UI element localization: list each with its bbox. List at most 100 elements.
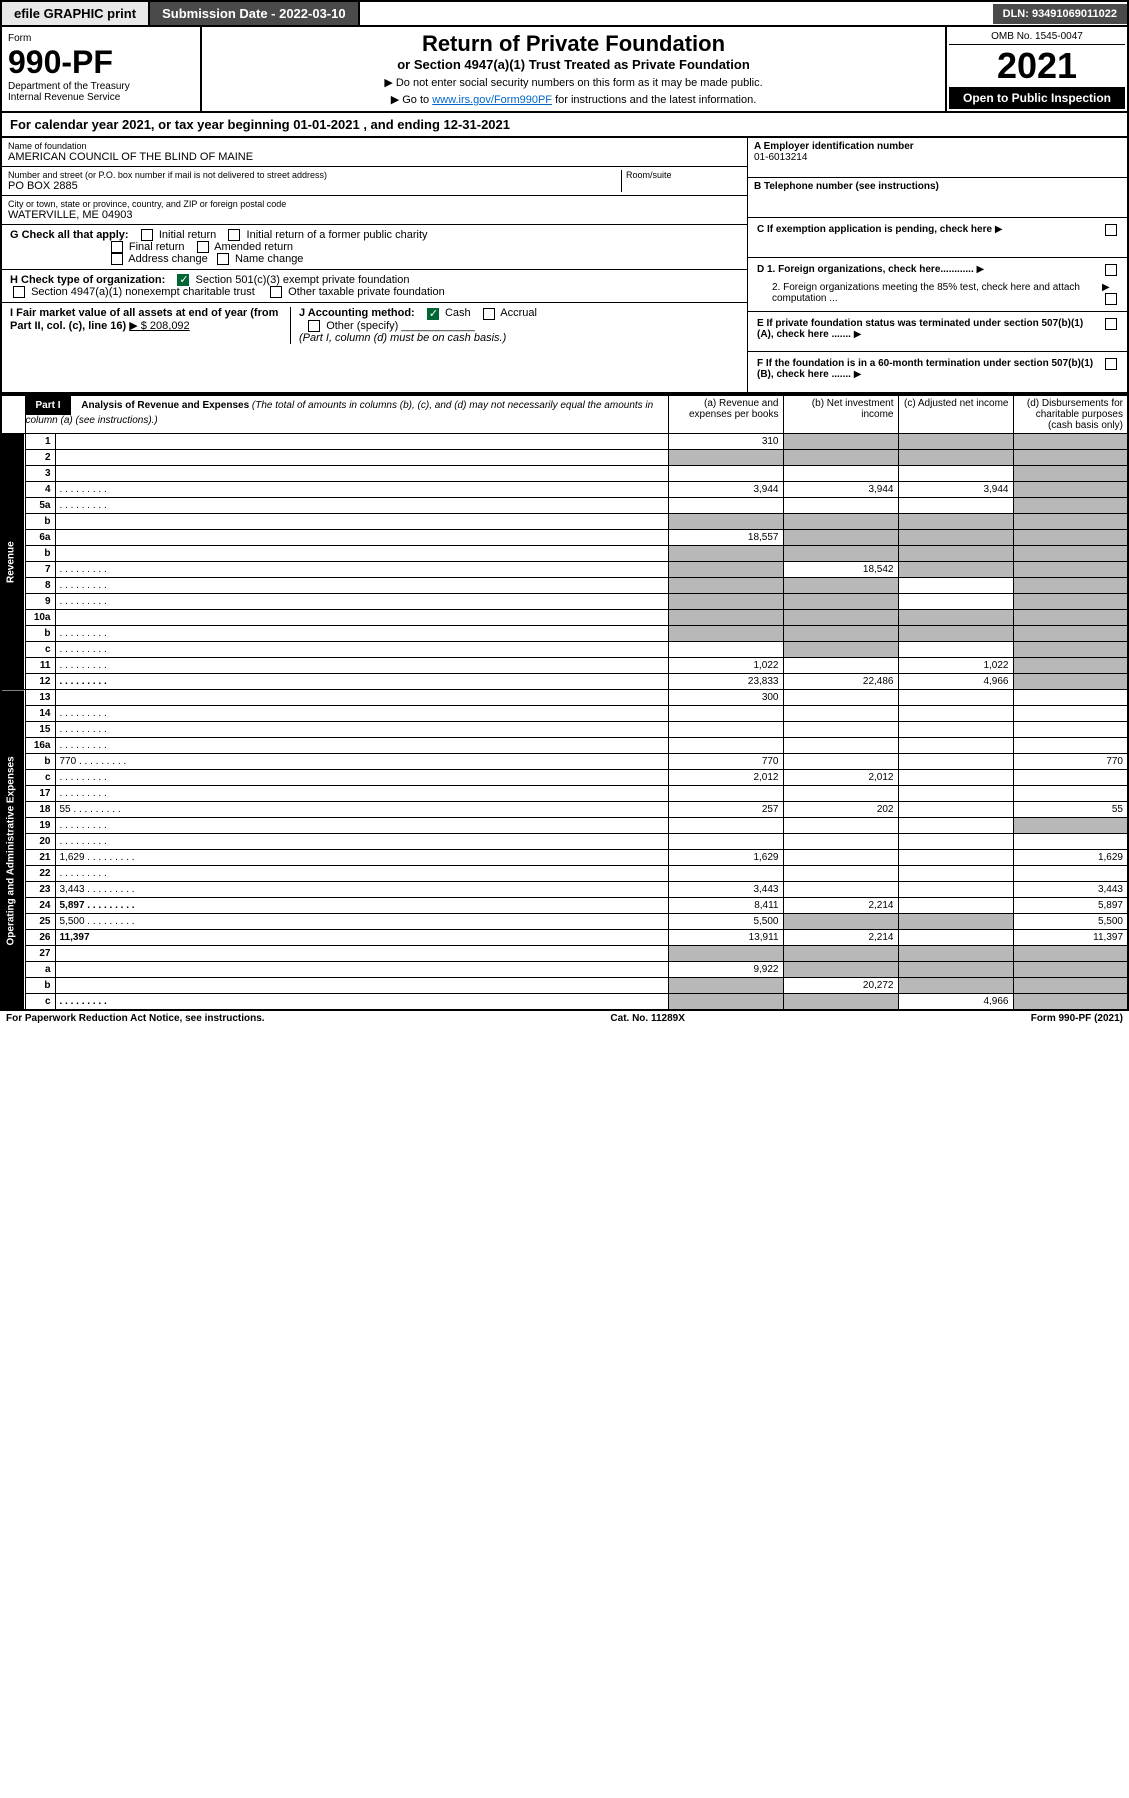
cell-a bbox=[668, 946, 783, 962]
e-checkbox[interactable] bbox=[1105, 318, 1117, 330]
address-change-checkbox[interactable] bbox=[111, 253, 123, 265]
revenue-section-label: Revenue bbox=[1, 434, 25, 690]
cell-b: 2,214 bbox=[783, 898, 898, 914]
cell-b: 18,542 bbox=[783, 562, 898, 578]
note-ssn: ▶ Do not enter social security numbers o… bbox=[212, 76, 935, 89]
cell-a bbox=[668, 738, 783, 754]
row-number: 5a bbox=[25, 498, 55, 514]
cell-a: 300 bbox=[668, 690, 783, 706]
row-number: 15 bbox=[25, 722, 55, 738]
row-number: c bbox=[25, 994, 55, 1011]
cell-c: 4,966 bbox=[898, 994, 1013, 1011]
cell-b bbox=[783, 642, 898, 658]
table-row: b bbox=[1, 514, 1128, 530]
row-description bbox=[55, 738, 668, 754]
row-description bbox=[55, 594, 668, 610]
cell-a: 18,557 bbox=[668, 530, 783, 546]
cell-a bbox=[668, 994, 783, 1011]
cell-a bbox=[668, 498, 783, 514]
cell-c bbox=[898, 962, 1013, 978]
part1-table: Part I Analysis of Revenue and Expenses … bbox=[0, 394, 1129, 1011]
row-description: 55 bbox=[55, 802, 668, 818]
table-row: Revenue1310 bbox=[1, 434, 1128, 450]
cell-b bbox=[783, 786, 898, 802]
cell-d bbox=[1013, 706, 1128, 722]
efile-print-button[interactable]: efile GRAPHIC print bbox=[2, 2, 150, 25]
accrual-checkbox[interactable] bbox=[483, 308, 495, 320]
cell-d bbox=[1013, 690, 1128, 706]
other-taxable-checkbox[interactable] bbox=[270, 286, 282, 298]
table-row: 9 bbox=[1, 594, 1128, 610]
cell-d bbox=[1013, 466, 1128, 482]
501c3-checkbox[interactable] bbox=[177, 274, 189, 286]
d-cell: D 1. Foreign organizations, check here..… bbox=[748, 258, 1127, 312]
cell-a: 1,629 bbox=[668, 850, 783, 866]
row-number: 4 bbox=[25, 482, 55, 498]
other-method-checkbox[interactable] bbox=[308, 320, 320, 332]
d1-checkbox[interactable] bbox=[1105, 264, 1117, 276]
table-row: 111,0221,022 bbox=[1, 658, 1128, 674]
col-b-header: (b) Net investment income bbox=[783, 395, 898, 434]
cell-b bbox=[783, 498, 898, 514]
col-a-header: (a) Revenue and expenses per books bbox=[668, 395, 783, 434]
cell-a: 310 bbox=[668, 434, 783, 450]
phone-label: B Telephone number (see instructions) bbox=[754, 181, 939, 192]
irs-link[interactable]: www.irs.gov/Form990PF bbox=[432, 94, 552, 106]
c-checkbox[interactable] bbox=[1105, 224, 1117, 236]
table-row: 233,4433,4433,443 bbox=[1, 882, 1128, 898]
cell-b bbox=[783, 626, 898, 642]
i-value: ▶ $ 208,092 bbox=[129, 320, 189, 332]
dln-label: DLN: 93491069011022 bbox=[993, 4, 1127, 24]
row-number: c bbox=[25, 770, 55, 786]
c-cell: C If exemption application is pending, c… bbox=[748, 218, 1127, 258]
row-number: 3 bbox=[25, 466, 55, 482]
cash-checkbox[interactable] bbox=[427, 308, 439, 320]
part1-header-row: Part I Analysis of Revenue and Expenses … bbox=[0, 394, 1129, 1011]
room-label: Room/suite bbox=[626, 170, 741, 180]
cell-d bbox=[1013, 514, 1128, 530]
cell-b bbox=[783, 850, 898, 866]
cell-a: 23,833 bbox=[668, 674, 783, 690]
open-public: Open to Public Inspection bbox=[949, 87, 1125, 109]
initial-former-checkbox[interactable] bbox=[228, 229, 240, 241]
cell-d bbox=[1013, 450, 1128, 466]
cell-c bbox=[898, 642, 1013, 658]
j-label: J Accounting method: bbox=[299, 307, 415, 319]
cell-b bbox=[783, 546, 898, 562]
row-number: 2 bbox=[25, 450, 55, 466]
cell-c bbox=[898, 530, 1013, 546]
cell-b: 2,012 bbox=[783, 770, 898, 786]
table-row: c bbox=[1, 642, 1128, 658]
row-number: 1 bbox=[25, 434, 55, 450]
row-description bbox=[55, 578, 668, 594]
name-change-checkbox[interactable] bbox=[217, 253, 229, 265]
final-return-checkbox[interactable] bbox=[111, 241, 123, 253]
row-number: 9 bbox=[25, 594, 55, 610]
table-row: 27 bbox=[1, 946, 1128, 962]
cell-c bbox=[898, 690, 1013, 706]
row-description bbox=[55, 706, 668, 722]
amended-return-checkbox[interactable] bbox=[197, 241, 209, 253]
cell-b bbox=[783, 690, 898, 706]
table-row: 255,5005,5005,500 bbox=[1, 914, 1128, 930]
year-box: OMB No. 1545-0047 2021 Open to Public In… bbox=[947, 27, 1127, 111]
4947-checkbox[interactable] bbox=[13, 286, 25, 298]
cell-d bbox=[1013, 834, 1128, 850]
e-cell: E If private foundation status was termi… bbox=[748, 312, 1127, 352]
row-description bbox=[55, 434, 668, 450]
table-row: b bbox=[1, 546, 1128, 562]
tax-year: 2021 bbox=[949, 45, 1125, 87]
row-description bbox=[55, 466, 668, 482]
initial-return-checkbox[interactable] bbox=[141, 229, 153, 241]
address-cell: Number and street (or P.O. box number if… bbox=[2, 167, 747, 196]
table-row: 3 bbox=[1, 466, 1128, 482]
f-checkbox[interactable] bbox=[1105, 358, 1117, 370]
row-number: c bbox=[25, 642, 55, 658]
cell-a: 3,443 bbox=[668, 882, 783, 898]
table-row: 20 bbox=[1, 834, 1128, 850]
cell-c bbox=[898, 738, 1013, 754]
d2-checkbox[interactable] bbox=[1105, 293, 1117, 305]
row-description bbox=[55, 610, 668, 626]
cell-d bbox=[1013, 994, 1128, 1011]
foundation-address: PO BOX 2885 bbox=[8, 180, 621, 192]
